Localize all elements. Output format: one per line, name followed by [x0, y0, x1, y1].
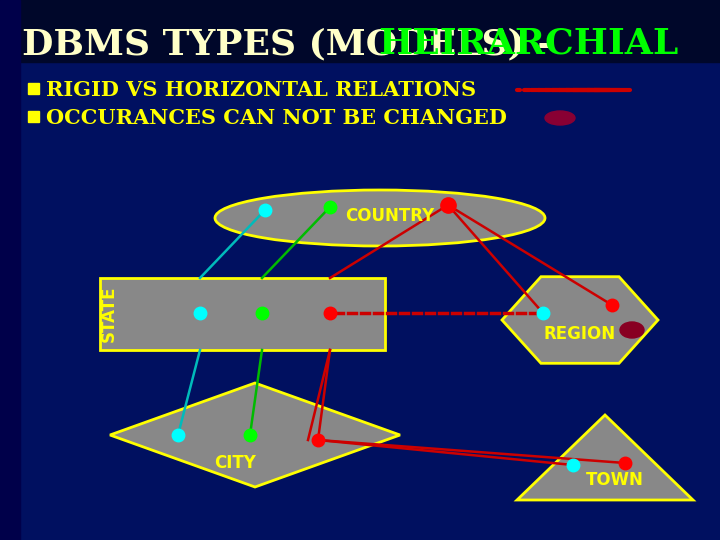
Text: REGION: REGION [544, 325, 616, 343]
Text: TOWN: TOWN [586, 471, 644, 489]
Ellipse shape [545, 111, 575, 125]
Bar [0, 0, 20, 540]
Ellipse shape [215, 190, 545, 246]
Text: COUNTRY: COUNTRY [346, 207, 435, 225]
Text: RIGID VS HORIZONTAL RELATIONS: RIGID VS HORIZONTAL RELATIONS [46, 80, 476, 100]
Polygon shape [502, 276, 658, 363]
Polygon shape [110, 383, 400, 487]
Text: OCCURANCES CAN NOT BE CHANGED: OCCURANCES CAN NOT BE CHANGED [46, 108, 507, 128]
Bar [0, 0, 720, 62]
Bar [28, 111, 39, 122]
Polygon shape [517, 415, 693, 500]
Bar [28, 83, 39, 94]
Text: HEIRARCHIAL: HEIRARCHIAL [378, 27, 678, 61]
Text: CITY: CITY [214, 454, 256, 472]
Ellipse shape [620, 322, 644, 338]
Bar [100, 278, 385, 350]
Text: STATE: STATE [100, 286, 118, 342]
Text: DBMS TYPES (MODELS) -: DBMS TYPES (MODELS) - [22, 27, 565, 61]
